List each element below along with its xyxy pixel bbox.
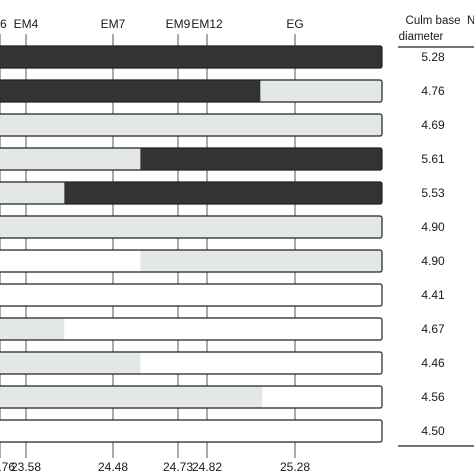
- culm-base-diameter-column: Culm base diameter N 5.28 4.76 4.69 5.61 5.5…: [398, 15, 474, 447]
- genotype-row: [0, 283, 383, 307]
- bar-outline: [0, 249, 383, 273]
- bar-segment-white: [0, 250, 141, 272]
- diameter-value: 4.69: [421, 118, 445, 132]
- bar-outline: [0, 317, 383, 341]
- marker-label: EM9: [166, 17, 191, 31]
- column-header-line2: diameter: [399, 31, 444, 43]
- marker-position-label: 23.58: [11, 460, 41, 474]
- bar-segment-grey: [0, 318, 65, 340]
- marker-position-label: 24.82: [192, 460, 222, 474]
- genotype-row: [0, 215, 383, 239]
- bar-segment-black: [64, 182, 383, 204]
- bar-outline: [0, 147, 383, 171]
- bar-segment-grey: [0, 114, 382, 136]
- diameter-value: 4.46: [421, 356, 445, 370]
- bar-segment-black: [0, 46, 382, 68]
- genotype-row: [0, 249, 383, 273]
- bar-outline: [0, 351, 383, 375]
- bar-outline: [0, 385, 383, 409]
- bar-outline: [0, 181, 383, 205]
- bar-segment-white: [0, 284, 382, 306]
- genotype-row: [0, 317, 383, 341]
- bar-outline: [0, 45, 383, 69]
- bar-outline: [0, 283, 383, 307]
- genotype-row: [0, 419, 383, 443]
- genotype-row: [0, 351, 383, 375]
- marker-label: EM12: [191, 17, 223, 31]
- bar-outline: [0, 215, 383, 239]
- diameter-value: 4.56: [421, 390, 445, 404]
- genotype-row: [0, 45, 383, 69]
- bar-segment-grey: [260, 80, 382, 102]
- marker-position-label: 24.73: [163, 460, 193, 474]
- genotype-row: [0, 147, 383, 171]
- diameter-value: 4.90: [421, 254, 445, 268]
- marker-position-label: 25.28: [280, 460, 310, 474]
- bar-segment-grey: [0, 352, 141, 374]
- bar-outline: [0, 79, 383, 103]
- genotype-row: [0, 385, 383, 409]
- genotype-bars: [0, 45, 383, 443]
- diameter-value: 5.28: [421, 50, 445, 64]
- genotype-row: [0, 79, 383, 103]
- bar-segment-black: [140, 148, 382, 170]
- bar-segment-white: [140, 352, 382, 374]
- diameter-value: 4.67: [421, 322, 445, 336]
- genotype-row: [0, 113, 383, 137]
- bar-segment-grey: [0, 386, 263, 408]
- bar-outline: [0, 113, 383, 137]
- bar-segment-grey: [0, 148, 141, 170]
- diameter-value: 5.53: [421, 186, 445, 200]
- diameter-value: 4.90: [421, 220, 445, 234]
- column-header-line1: Culm base: [406, 15, 461, 27]
- marker-position-label: 21.76: [0, 460, 15, 474]
- bar-segment-white: [64, 318, 383, 340]
- bar-segment-white: [262, 386, 382, 408]
- bar-segment-black: [0, 80, 261, 102]
- diameter-value: 4.41: [421, 288, 445, 302]
- marker-label: EM4: [14, 17, 39, 31]
- bar-segment-white: [0, 420, 382, 442]
- marker-label: 76: [0, 17, 7, 31]
- marker-position-label: 24.48: [98, 460, 128, 474]
- diameter-value: 5.61: [421, 152, 445, 166]
- marker-label: EG: [286, 17, 303, 31]
- marker-label: EM7: [101, 17, 126, 31]
- bar-outline: [0, 419, 383, 443]
- bar-segment-grey: [0, 216, 382, 238]
- diameter-value: 4.76: [421, 84, 445, 98]
- bar-segment-grey: [0, 182, 65, 204]
- column-header-cutoff: N: [467, 15, 474, 27]
- diameter-value: 4.50: [421, 424, 445, 438]
- bar-segment-grey: [140, 250, 382, 272]
- genotype-row: [0, 181, 383, 205]
